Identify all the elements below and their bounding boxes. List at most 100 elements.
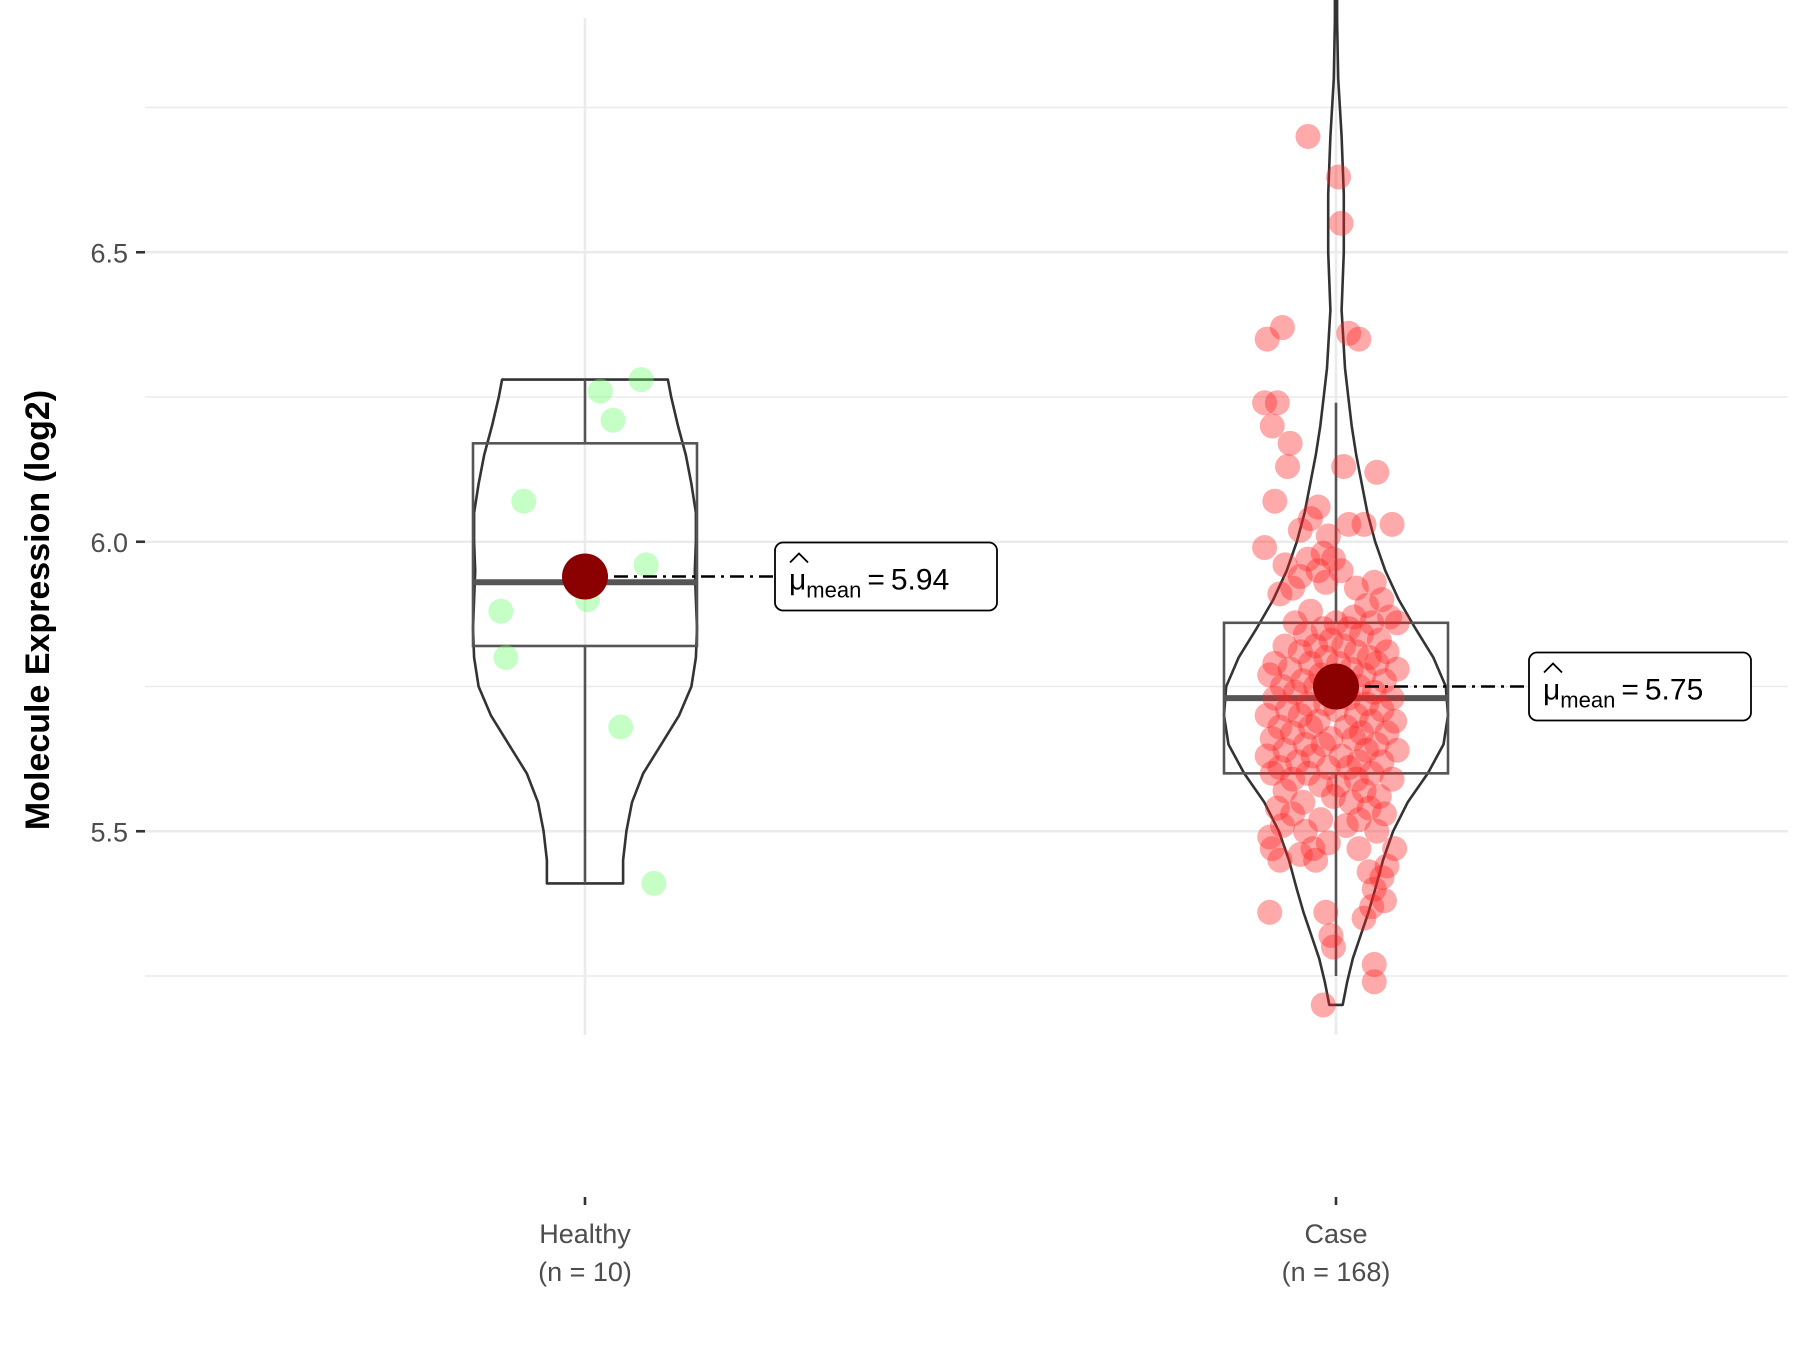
point-1-34: [1343, 575, 1369, 601]
gridlines: [145, 18, 1788, 1035]
point-1-20: [1379, 511, 1405, 537]
point-1-119: [1259, 760, 1285, 786]
point-1-109: [1300, 743, 1326, 769]
point-1-143: [1259, 836, 1285, 862]
point-1-107: [1384, 737, 1410, 763]
point-1-96: [1349, 720, 1374, 746]
point-1-154: [1371, 888, 1397, 914]
y-tick-label-2: 6.5: [90, 238, 128, 268]
point-1-125: [1272, 778, 1298, 804]
point-1-132: [1264, 795, 1290, 821]
point-1-3: [1328, 210, 1354, 236]
point-1-39: [1377, 604, 1403, 630]
point-1-21: [1287, 517, 1313, 543]
x-tick-label-1: Case: [1304, 1219, 1367, 1249]
mean-marker-0: [562, 553, 608, 600]
point-0-0: [628, 367, 654, 393]
box-0: [471, 442, 699, 648]
point-1-9: [1264, 390, 1290, 416]
point-1-38: [1298, 598, 1323, 624]
point-1-149: [1287, 841, 1313, 867]
mean-label-0: μmean = 5.94: [789, 563, 949, 602]
point-1-15: [1262, 488, 1288, 514]
point-1-36: [1369, 587, 1395, 613]
jitter-points: [488, 123, 1410, 1018]
point-1-50: [1366, 627, 1392, 653]
mean-label-box-0: [774, 541, 998, 612]
point-1-118: [1359, 760, 1385, 786]
point-0-6: [488, 598, 514, 624]
point-1-26: [1295, 546, 1321, 572]
point-1-137: [1269, 812, 1295, 838]
point-1-138: [1333, 812, 1359, 838]
point-1-115: [1267, 755, 1293, 781]
point-1-25: [1320, 546, 1346, 572]
point-1-77: [1282, 679, 1308, 705]
point-1-106: [1272, 737, 1298, 763]
point-1-124: [1326, 772, 1352, 798]
point-1-128: [1366, 784, 1392, 810]
point-1-13: [1331, 453, 1357, 479]
point-1-91: [1305, 708, 1331, 734]
point-1-147: [1267, 847, 1293, 873]
violin-1: [1222, 0, 1450, 1007]
point-1-120: [1280, 766, 1306, 792]
mean-hat-icon-0: [789, 552, 809, 564]
point-0-9: [641, 870, 667, 896]
point-1-11: [1277, 430, 1303, 456]
point-1-69: [1290, 668, 1316, 694]
point-1-48: [1349, 621, 1374, 647]
point-1-145: [1346, 836, 1372, 862]
point-1-112: [1285, 749, 1311, 775]
point-1-4: [1269, 315, 1295, 341]
point-1-49: [1318, 627, 1344, 653]
point-1-18: [1336, 511, 1362, 537]
point-1-126: [1351, 778, 1377, 804]
point-1-93: [1267, 714, 1293, 740]
point-1-78: [1379, 685, 1405, 711]
point-1-161: [1361, 951, 1387, 977]
point-1-100: [1259, 726, 1285, 752]
point-1-117: [1295, 760, 1321, 786]
point-1-111: [1346, 749, 1372, 775]
point-1-41: [1323, 610, 1349, 636]
point-1-14: [1364, 459, 1390, 485]
point-0-1: [587, 378, 613, 404]
point-1-31: [1361, 569, 1387, 595]
point-1-42: [1282, 610, 1308, 636]
point-1-162: [1361, 969, 1387, 995]
point-1-46: [1310, 616, 1336, 642]
point-1-24: [1310, 540, 1336, 566]
point-1-129: [1290, 789, 1316, 815]
point-1-58: [1356, 645, 1382, 671]
mean-equals: =: [867, 563, 885, 596]
point-1-79: [1262, 685, 1288, 711]
mean-subscript: mean: [806, 577, 861, 602]
point-1-7: [1346, 326, 1372, 352]
mean-value: 5.75: [1645, 674, 1703, 707]
y-tick-label-0: 5.5: [90, 817, 128, 847]
point-0-3: [511, 488, 537, 514]
point-1-28: [1328, 558, 1354, 584]
violin-0: [471, 378, 699, 885]
point-1-68: [1257, 662, 1283, 688]
point-1-56: [1343, 639, 1369, 665]
mean-equals: =: [1621, 674, 1639, 707]
point-1-90: [1359, 708, 1385, 734]
mean-value: 5.94: [891, 563, 949, 596]
point-1-12: [1275, 453, 1301, 479]
point-1-85: [1369, 697, 1395, 723]
point-1-63: [1384, 656, 1410, 682]
point-1-97: [1280, 720, 1306, 746]
point-1-144: [1300, 836, 1326, 862]
point-1-8: [1252, 390, 1278, 416]
mean-subscript: mean: [1560, 688, 1615, 713]
point-1-30: [1287, 563, 1313, 589]
point-1-16: [1305, 494, 1331, 520]
point-1-88: [1343, 702, 1369, 728]
point-1-29: [1305, 558, 1331, 584]
point-1-1: [1295, 123, 1321, 149]
point-1-121: [1343, 766, 1369, 792]
point-1-103: [1292, 731, 1318, 757]
mean-hat-icon-1: [1543, 662, 1563, 674]
